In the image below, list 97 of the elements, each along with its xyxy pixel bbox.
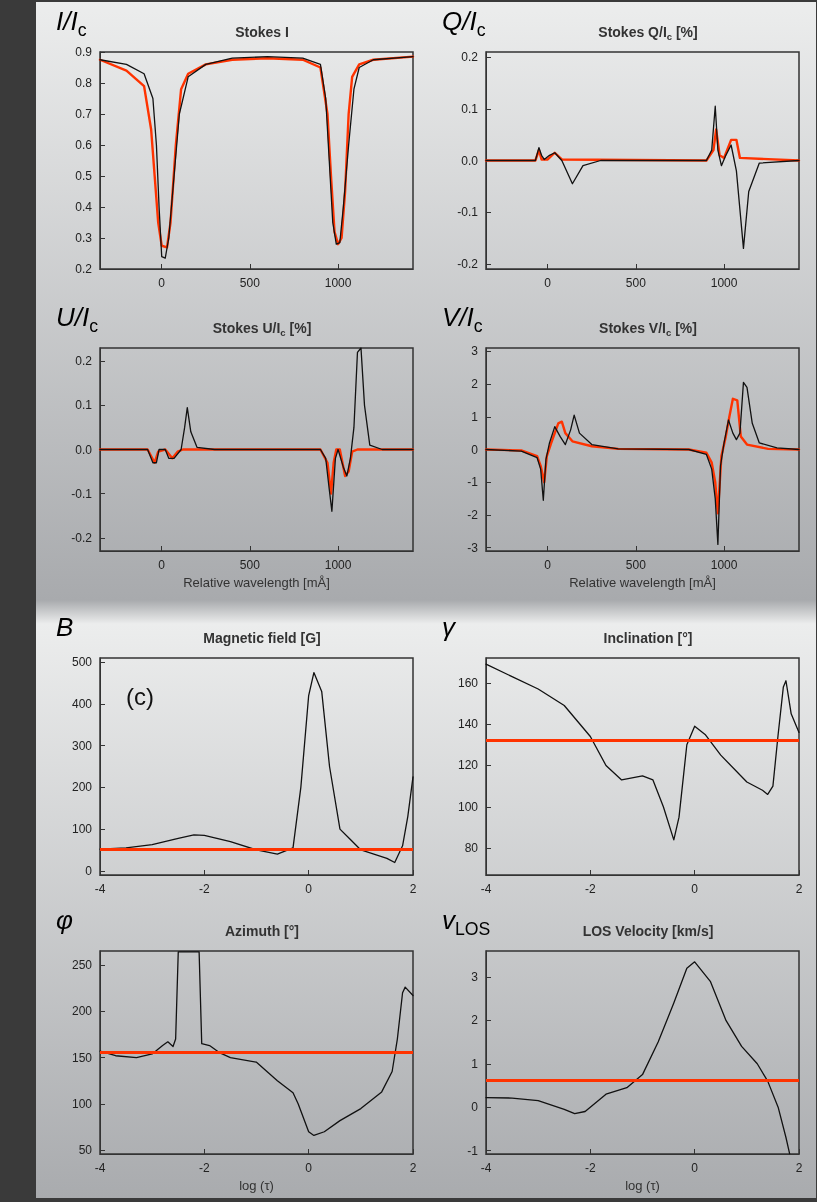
line-series xyxy=(485,961,791,1155)
x-tick-label: 500 xyxy=(625,558,647,572)
y-axis-title: γ xyxy=(442,612,457,642)
chart-title: LOS Velocity [km/s] xyxy=(582,923,714,940)
y-tick-label: 0.2 xyxy=(461,50,479,65)
x-tick-label: 0 xyxy=(158,276,166,290)
x-tick-label: 2 xyxy=(409,1161,417,1175)
x-tick-label: 2 xyxy=(795,1161,803,1175)
chart-title: Magnetic field [G] xyxy=(203,630,321,647)
line-series xyxy=(98,448,415,495)
x-tick-label: -2 xyxy=(585,882,596,896)
y-tick-label: 3 xyxy=(471,344,479,359)
y-tick-label: 250 xyxy=(71,957,93,972)
y-tick-label: 0.3 xyxy=(75,231,93,245)
y-tick-label: 400 xyxy=(71,696,93,711)
y-tick-label: -0.1 xyxy=(457,205,479,220)
x-tick-label: 0 xyxy=(544,558,552,572)
line-series xyxy=(484,128,801,162)
y-tick-label: 200 xyxy=(71,780,93,795)
y-tick-label: 80 xyxy=(464,841,479,856)
y-tick-label: 0 xyxy=(471,442,479,457)
x-axis-title: Relative wavelength [mÅ] xyxy=(569,574,716,590)
y-tick-label: 0 xyxy=(85,863,93,878)
line-series xyxy=(99,951,414,1137)
y-tick-label: 0.1 xyxy=(461,101,479,116)
x-tick-label: 1000 xyxy=(710,276,738,290)
y-tick-label: 0 xyxy=(471,1100,479,1115)
y-tick-label: 500 xyxy=(71,655,93,670)
y-tick-label: 100 xyxy=(71,1096,93,1111)
x-tick-label: -4 xyxy=(480,1161,492,1175)
y-tick-label: 0.2 xyxy=(75,354,93,369)
y-axis-title: φ xyxy=(56,905,73,935)
y-tick-label: 200 xyxy=(71,1004,93,1019)
line-series xyxy=(99,347,414,512)
x-tick-label: 1000 xyxy=(710,558,738,572)
line-series xyxy=(484,397,801,515)
x-tick-label: -4 xyxy=(480,882,492,896)
y-tick-label: -0.2 xyxy=(457,256,479,271)
x-tick-label: 0 xyxy=(305,882,313,896)
y-tick-label: 0.0 xyxy=(75,442,93,457)
y-tick-label: 140 xyxy=(457,717,479,732)
x-tick-label: 0 xyxy=(691,882,699,896)
x-tick-label: -2 xyxy=(199,882,210,896)
y-tick-label: 3 xyxy=(471,970,479,985)
x-tick-label: 500 xyxy=(625,276,647,290)
y-tick-label: 0.6 xyxy=(75,138,93,152)
y-tick-label: 150 xyxy=(71,1050,93,1065)
y-tick-label: 1 xyxy=(471,1056,479,1071)
x-tick-label: -2 xyxy=(585,1161,596,1175)
line-series xyxy=(485,105,800,249)
y-tick-label: 0.7 xyxy=(75,107,93,121)
y-tick-label: 300 xyxy=(71,738,93,753)
x-tick-label: 1000 xyxy=(324,276,352,290)
y-tick-label: 100 xyxy=(457,799,479,814)
line-series xyxy=(99,671,414,864)
line-series xyxy=(485,381,800,546)
x-axis-title: log (τ) xyxy=(625,1177,660,1193)
x-tick-label: 0 xyxy=(158,558,166,572)
chart-title: Azimuth [°] xyxy=(224,923,300,940)
x-tick-label: 500 xyxy=(239,276,261,290)
y-tick-label: 2 xyxy=(471,1013,479,1028)
x-axis-title: log (τ) xyxy=(239,1177,274,1193)
x-tick-label: 0 xyxy=(305,1161,313,1175)
y-tick-label: 0.9 xyxy=(75,45,93,59)
x-tick-label: 1000 xyxy=(324,558,352,572)
y-tick-label: -2 xyxy=(467,507,479,522)
x-tick-label: -4 xyxy=(94,882,106,896)
x-tick-label: -4 xyxy=(94,1161,106,1175)
y-tick-label: -0.2 xyxy=(71,530,93,545)
chart-title: Stokes I xyxy=(235,24,289,41)
y-tick-label: 0.4 xyxy=(75,200,93,214)
x-tick-label: 2 xyxy=(409,882,417,896)
y-tick-label: -0.1 xyxy=(71,486,93,501)
x-tick-label: 2 xyxy=(795,882,803,896)
y-tick-label: 0.5 xyxy=(75,169,93,183)
y-tick-label: 1 xyxy=(471,409,479,424)
y-tick-label: 0.2 xyxy=(75,262,93,276)
x-tick-label: 0 xyxy=(691,1161,699,1175)
y-tick-label: 50 xyxy=(78,1143,93,1158)
y-tick-label: -1 xyxy=(467,475,479,490)
x-tick-label: 500 xyxy=(239,558,261,572)
x-tick-label: -2 xyxy=(199,1161,210,1175)
x-tick-label: 0 xyxy=(544,276,552,290)
y-tick-label: 100 xyxy=(71,822,93,837)
y-tick-label: 0.0 xyxy=(461,153,479,168)
y-tick-label: -3 xyxy=(467,540,479,555)
y-tick-label: 2 xyxy=(471,377,479,392)
y-tick-label: 0.1 xyxy=(75,398,93,413)
x-axis-title: Relative wavelength [mÅ] xyxy=(183,574,330,590)
y-tick-label: 120 xyxy=(457,758,479,773)
y-tick-label: -1 xyxy=(467,1143,479,1158)
y-tick-label: 160 xyxy=(457,675,479,690)
annotation: (c) xyxy=(126,682,154,710)
line-series xyxy=(485,663,800,841)
y-tick-label: 0.8 xyxy=(75,76,93,90)
y-axis-title: B xyxy=(56,612,74,642)
chart-title: Inclination [°] xyxy=(603,630,693,647)
